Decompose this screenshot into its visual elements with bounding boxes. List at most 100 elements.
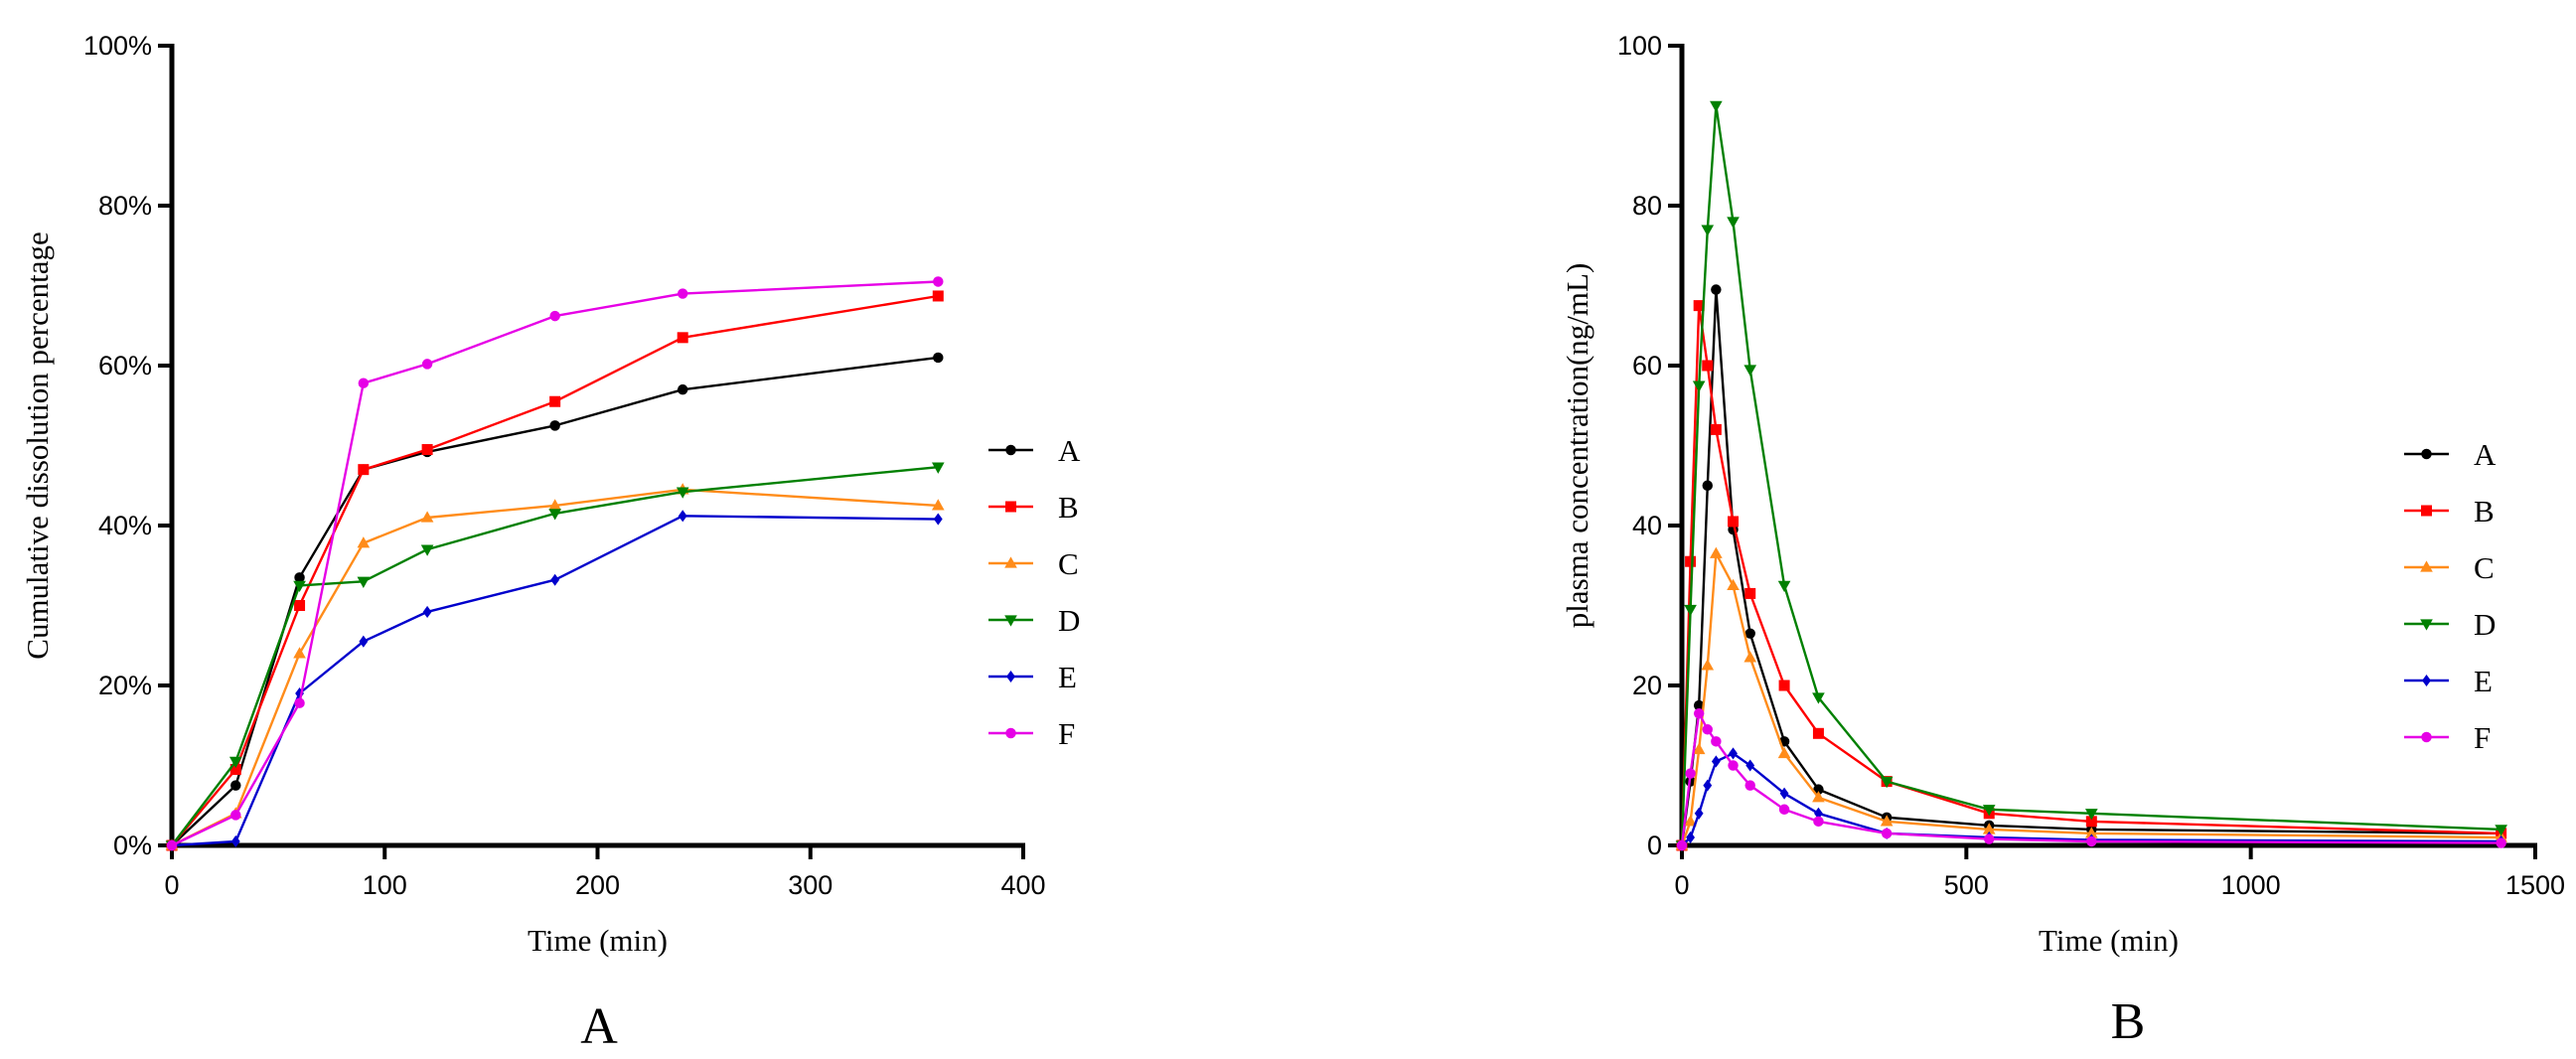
data-point	[358, 464, 370, 476]
data-point	[420, 544, 434, 556]
data-point	[1692, 742, 1706, 755]
data-point	[676, 487, 689, 499]
legend-label: F	[2474, 720, 2491, 755]
y-tick-label: 60%	[98, 351, 152, 380]
data-point	[294, 697, 305, 708]
data-point	[1711, 284, 1722, 295]
data-point	[230, 834, 240, 848]
series-line-f	[171, 280, 939, 847]
legend-label: A	[2474, 437, 2497, 472]
legend-label: B	[2474, 494, 2495, 529]
series-line-a	[1680, 288, 2501, 846]
data-point	[359, 635, 369, 648]
data-point	[2084, 827, 2098, 838]
data-point	[1004, 615, 1017, 627]
data-point	[230, 780, 241, 791]
data-point	[1743, 365, 1757, 377]
data-point	[358, 378, 370, 388]
data-point	[357, 536, 371, 548]
data-point	[1982, 823, 1996, 834]
y-tick-label: 60	[1632, 351, 1662, 380]
data-point	[1005, 501, 1016, 513]
x-tick-label: 200	[575, 870, 620, 900]
data-point	[2084, 809, 2098, 821]
x-tick-label: 300	[788, 870, 833, 900]
data-point	[1701, 659, 1715, 671]
data-point	[2420, 560, 2433, 572]
data-point	[2421, 731, 2432, 743]
data-point	[1676, 839, 1688, 851]
data-point	[1711, 736, 1722, 747]
x-tick-label: 0	[1674, 870, 1689, 900]
data-point	[1744, 587, 1756, 599]
y-tick-label: 80	[1632, 191, 1662, 221]
data-point	[1984, 833, 1995, 844]
series-c	[165, 483, 945, 850]
data-point	[1711, 755, 1721, 768]
y-tick-label: 80%	[98, 191, 152, 221]
data-point	[1693, 707, 1705, 719]
series-line-b	[171, 294, 939, 846]
data-point	[1814, 807, 1823, 820]
series-a	[166, 352, 944, 851]
data-point	[1812, 727, 1824, 739]
data-point	[677, 332, 688, 344]
data-point	[1812, 692, 1825, 704]
legend-item-b: B	[2404, 494, 2495, 529]
x-tick-label: 400	[1000, 870, 1045, 900]
data-point	[677, 288, 688, 299]
data-point	[421, 444, 433, 456]
data-point	[931, 499, 945, 511]
legend-label: F	[1058, 716, 1075, 751]
chart-panel-a: 0% 20% 40% 60% 80% 100% 0 100 200 300 400 Time (min…	[20, 31, 1081, 1055]
y-tick-label: 0	[1647, 831, 1662, 860]
x-axis-title: Time (min)	[2039, 923, 2179, 958]
data-point	[1727, 578, 1740, 591]
data-point	[549, 395, 561, 407]
series-b	[166, 290, 944, 851]
legend-label: D	[2474, 607, 2496, 642]
data-point	[1692, 380, 1706, 392]
data-point	[1777, 580, 1791, 592]
data-point	[1729, 747, 1738, 760]
legend-item-c: C	[2404, 550, 2495, 585]
data-point	[1745, 759, 1755, 772]
series-a	[1676, 284, 2506, 851]
data-point	[1710, 423, 1722, 435]
x-axis-title: Time (min)	[528, 923, 668, 958]
data-point	[1685, 555, 1697, 567]
data-point	[932, 290, 944, 302]
data-point	[1702, 724, 1713, 735]
data-point	[2086, 835, 2097, 847]
data-point	[1702, 360, 1714, 372]
series-d	[165, 462, 945, 852]
y-tick-label: 100	[1617, 31, 1662, 61]
series-line-d	[171, 466, 939, 846]
data-point	[677, 383, 688, 395]
data-point	[1778, 680, 1790, 691]
data-point	[550, 573, 560, 586]
series-line-c	[171, 488, 939, 847]
data-point	[1744, 780, 1755, 791]
data-point	[2421, 505, 2432, 517]
data-point	[1693, 300, 1705, 312]
data-point	[1686, 831, 1695, 843]
data-point	[1728, 760, 1739, 771]
series-f	[166, 276, 944, 851]
y-tick-label: 100%	[83, 31, 152, 61]
data-point	[549, 420, 560, 431]
series-b	[1676, 300, 2507, 851]
legend-label: C	[2474, 550, 2495, 585]
x-tick-label: 100	[363, 870, 407, 900]
data-point	[1684, 604, 1697, 617]
data-point	[1694, 807, 1704, 820]
data-point	[1812, 791, 1825, 803]
data-point	[933, 352, 944, 364]
series-f	[1676, 707, 2506, 851]
y-tick-label: 20	[1632, 671, 1662, 700]
legend-label: A	[1058, 433, 1081, 468]
x-tick-label: 0	[164, 870, 179, 900]
